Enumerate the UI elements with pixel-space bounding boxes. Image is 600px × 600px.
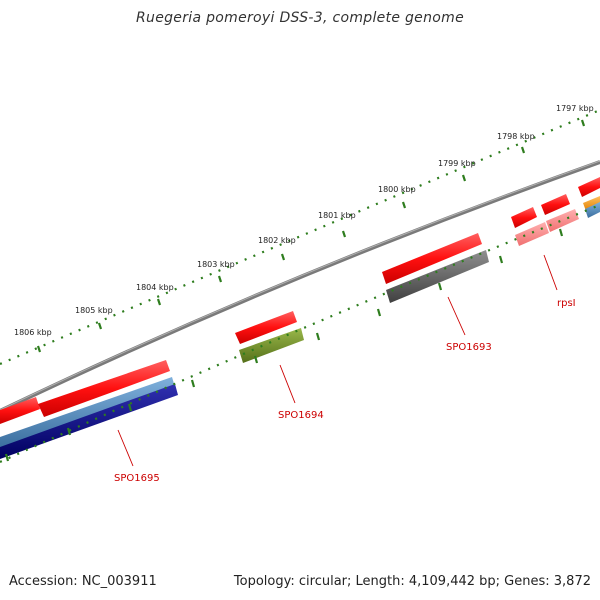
inner-major-ticks	[4, 228, 564, 462]
gene-label-spo1693[interactable]: SPO1693	[446, 342, 492, 353]
gene-label-rpsi[interactable]: rpsI	[557, 298, 576, 309]
cds-spo1694-olive[interactable]	[239, 328, 304, 363]
tick-label: 1803 kbp	[197, 260, 235, 269]
tick-label: 1800 kbp	[378, 185, 416, 194]
tick-label: 1797 kbp	[556, 104, 594, 113]
cds-spo1695-forward-left[interactable]	[0, 397, 40, 424]
outer-tick-ring	[0, 108, 600, 366]
gene-label-spo1695[interactable]: SPO1695	[114, 473, 160, 484]
tick-label: 1801 kbp	[318, 211, 356, 220]
cds-rpsi-pink-1[interactable]	[515, 222, 549, 246]
gene-labels: SPO1695 SPO1694 SPO1693 rpsI	[114, 298, 576, 484]
tick-label: 1806 kbp	[14, 328, 52, 337]
tick-label: 1802 kbp	[258, 236, 296, 245]
label-leaders	[117, 254, 558, 467]
tick-label: 1804 kbp	[136, 283, 174, 292]
genome-summary-text: Topology: circular; Length: 4,109,442 bp…	[233, 574, 591, 589]
accession-text: Accession: NC_003911	[9, 574, 157, 589]
cds-small-forward-3[interactable]	[578, 177, 600, 197]
cds-spo1695-forward[interactable]	[38, 360, 170, 417]
cds-steelblue-right[interactable]	[585, 202, 600, 218]
cds-small-forward-2[interactable]	[541, 194, 570, 215]
tick-label: 1799 kbp	[438, 159, 476, 168]
cds-spo1694-forward[interactable]	[235, 311, 297, 344]
cds-spo1695-navy[interactable]	[0, 384, 178, 459]
map-title: Ruegeria pomeroyi DSS-3, complete genome	[136, 10, 464, 26]
cds-spo1695-lightblue[interactable]	[0, 377, 175, 449]
cds-rpsi-pink-2[interactable]	[546, 209, 579, 232]
tick-label: 1805 kbp	[75, 306, 113, 315]
tick-label: 1798 kbp	[497, 132, 535, 141]
outer-major-ticks	[36, 119, 586, 353]
tick-labels: 1806 kbp 1805 kbp 1804 kbp 1803 kbp 1802…	[14, 104, 594, 337]
cds-spo1693-gray[interactable]	[386, 250, 489, 303]
cds-orange[interactable]	[583, 196, 600, 211]
gene-label-spo1694[interactable]: SPO1694	[278, 410, 324, 421]
cds-small-forward-1[interactable]	[511, 207, 537, 228]
genome-backbone	[0, 160, 600, 413]
cds-spo1693-forward[interactable]	[382, 233, 482, 284]
